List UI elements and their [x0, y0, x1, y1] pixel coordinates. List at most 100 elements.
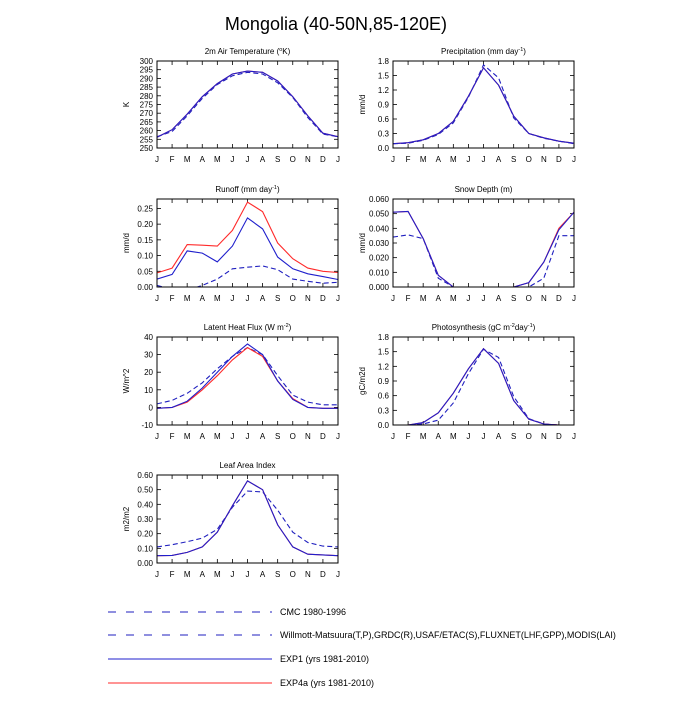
x-tick-label: J: [155, 294, 159, 303]
y-tick-label: 0.30: [137, 515, 153, 524]
series-line-exp4a: [393, 210, 574, 287]
x-tick-label: O: [526, 155, 532, 164]
x-tick-label: O: [526, 294, 532, 303]
x-tick-label: J: [246, 570, 250, 579]
series-line-obs: [393, 64, 574, 145]
panel-title-part: Runoff (mm day: [215, 185, 272, 194]
x-tick-label: A: [200, 570, 206, 579]
figure-title: Mongolia (40-50N,85-120E): [225, 14, 447, 34]
y-tick-label: 1.8: [378, 57, 390, 66]
series-line-exp4a: [393, 347, 574, 425]
panel-title-part: ): [277, 185, 280, 194]
x-tick-label: D: [556, 294, 562, 303]
y-tick-label: 40: [144, 333, 153, 342]
y-tick-label: 0.0: [378, 421, 390, 430]
x-tick-label: A: [260, 570, 266, 579]
y-tick-label: 0.050: [369, 210, 390, 219]
y-axis-label: m2/m2: [122, 506, 131, 531]
x-tick-label: F: [406, 432, 411, 441]
panel-2: Precipitation (mm day-1) 0.0 0.3 0.6 0.9 1.2 1…: [358, 47, 576, 164]
panel-7: Leaf Area Index 0.00 0.10 0.20 0.30 0.40 0.50 0…: [122, 461, 340, 579]
x-tick-label: J: [230, 155, 234, 164]
x-tick-label: J: [482, 294, 486, 303]
series-line-exp1: [393, 210, 574, 287]
y-tick-label: 0.6: [378, 392, 390, 401]
x-tick-label: O: [290, 432, 296, 441]
y-axis-label: W/m^2: [122, 368, 131, 393]
x-tick-label: D: [320, 155, 326, 164]
x-tick-label: J: [246, 155, 250, 164]
x-tick-label: F: [170, 570, 175, 579]
series-line-exp1: [157, 217, 338, 281]
x-tick-label: A: [496, 294, 502, 303]
y-tick-label: 290: [140, 74, 154, 83]
x-tick-label: A: [200, 432, 206, 441]
y-tick-label: 280: [140, 92, 154, 101]
y-tick-label: 0.030: [369, 239, 390, 248]
x-tick-label: J: [482, 432, 486, 441]
series-line-exp4a: [157, 70, 338, 138]
x-tick-label: A: [436, 432, 442, 441]
x-tick-label: J: [466, 294, 470, 303]
x-tick-label: J: [391, 432, 395, 441]
panel-title-superscript: -1: [272, 185, 277, 191]
y-tick-label: 0.10: [137, 544, 153, 553]
panel-title-part: Precipitation (mm day: [441, 47, 518, 56]
series-line-exp1: [393, 66, 574, 145]
y-tick-label: 265: [140, 118, 154, 127]
x-tick-label: J: [482, 155, 486, 164]
series-line-obs: [157, 265, 338, 287]
y-tick-label: 0.6: [378, 115, 390, 124]
x-tick-label: N: [541, 155, 547, 164]
x-tick-label: A: [260, 155, 266, 164]
panel-title: Photosynthesis (gC m-2day-1): [432, 323, 536, 332]
y-tick-label: 0.00: [137, 283, 153, 292]
x-tick-label: J: [572, 432, 576, 441]
x-tick-label: F: [170, 155, 175, 164]
y-tick-label: 0.9: [378, 101, 390, 110]
y-tick-label: 1.2: [378, 86, 390, 95]
x-tick-label: O: [526, 432, 532, 441]
x-tick-label: N: [305, 432, 311, 441]
x-tick-label: F: [170, 432, 175, 441]
plot-frame: [156, 198, 339, 288]
y-tick-label: 0.20: [137, 220, 153, 229]
panel-title-part: Leaf Area Index: [219, 461, 275, 470]
x-tick-label: N: [305, 294, 311, 303]
series-line-exp1: [393, 347, 574, 425]
x-tick-label: J: [336, 432, 340, 441]
plot-frame: [156, 336, 339, 426]
panel-title-superscript: -2: [510, 323, 515, 329]
x-tick-label: O: [290, 155, 296, 164]
y-tick-label: 0.10: [137, 252, 153, 261]
panel-title: 2m Air Temperature (oK): [205, 47, 291, 56]
x-tick-label: D: [320, 432, 326, 441]
y-tick-label: 260: [140, 127, 154, 136]
series-line-exp1: [157, 70, 338, 138]
x-tick-label: A: [260, 294, 266, 303]
x-tick-label: J: [246, 294, 250, 303]
y-tick-label: 0.40: [137, 500, 153, 509]
legend: CMC 1980-1996 Willmott-Matsuura(T,P),GRDC…: [108, 607, 616, 688]
y-tick-label: 0.50: [137, 486, 153, 495]
legend-label-exp4a: EXP4a (yrs 1981-2010): [280, 678, 374, 688]
x-tick-label: M: [184, 570, 191, 579]
panel-title-part: day: [515, 323, 528, 332]
panel-title: Precipitation (mm day-1): [441, 47, 526, 56]
x-tick-label: O: [290, 570, 296, 579]
y-tick-label: 0.05: [137, 267, 153, 276]
x-tick-label: M: [214, 294, 221, 303]
x-tick-label: M: [184, 294, 191, 303]
x-tick-label: F: [170, 294, 175, 303]
x-tick-label: O: [290, 294, 296, 303]
x-tick-label: M: [420, 155, 427, 164]
plot-frame: [156, 60, 339, 149]
panel-title-superscript: -1: [518, 47, 523, 53]
y-tick-label: 1.5: [378, 348, 390, 357]
x-tick-label: M: [184, 432, 191, 441]
plot-frame: [156, 474, 339, 564]
x-tick-label: J: [155, 570, 159, 579]
x-tick-label: A: [496, 155, 502, 164]
y-tick-label: 0.000: [369, 283, 390, 292]
